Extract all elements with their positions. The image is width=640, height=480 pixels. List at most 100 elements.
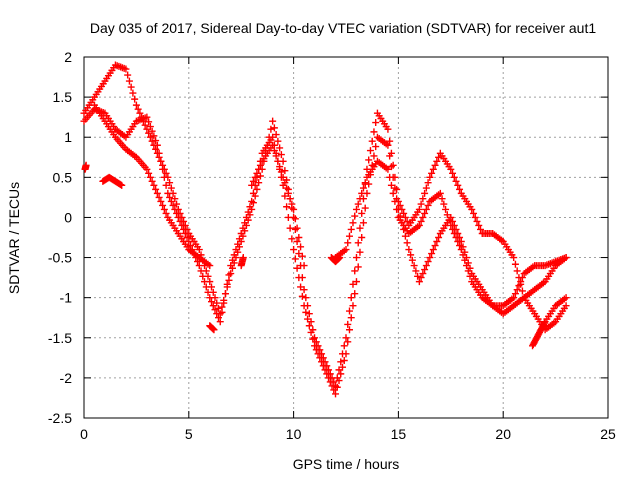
data-point-satellite-track-C	[359, 184, 367, 192]
data-point-satellite-track-B	[183, 234, 191, 241]
data-point-satellite-track-A	[454, 181, 462, 189]
data-point-satellite-track-C	[454, 238, 462, 246]
data-point-satellite-track-B	[386, 152, 394, 160]
data-point-satellite-track-A	[293, 238, 301, 246]
data-point-satellite-track-C	[253, 169, 261, 177]
y-tick-label: -2.5	[48, 410, 72, 426]
data-point-satellite-track-A	[403, 217, 411, 225]
y-tick-label: -2	[60, 370, 73, 386]
data-point-satellite-track-A	[227, 270, 235, 278]
data-point-satellite-track-B	[370, 152, 378, 160]
data-point-satellite-track-C	[415, 221, 423, 229]
data-point-satellite-track-A	[475, 221, 483, 229]
data-point-satellite-track-B	[339, 363, 347, 371]
data-point-satellite-track-A	[473, 217, 481, 225]
data-point-satellite-track-B	[356, 248, 364, 256]
data-point-satellite-track-C	[272, 152, 280, 160]
data-point-satellite-track-A	[253, 185, 261, 193]
data-point-satellite-track-C	[417, 217, 425, 225]
data-point-satellite-track-B	[435, 234, 443, 241]
data-point-satellite-track-B	[152, 137, 160, 145]
axis-ticks: 0 5 10 15 20 25 -2.5 -2 -1.5 -1 -0.5 0 0.5 1 1.5 2	[48, 49, 616, 442]
data-point-satellite-track-B	[150, 132, 158, 140]
data-point-satellite-track-C	[384, 165, 392, 173]
data-point-satellite-track-B	[143, 113, 151, 121]
data-point-satellite-track-C	[515, 282, 523, 290]
data-point-satellite-track-B	[372, 143, 380, 151]
data-point-satellite-track-C	[463, 262, 471, 270]
data-point-satellite-track-B	[304, 315, 312, 323]
data-point-satellite-track-A	[127, 83, 135, 91]
data-point-satellite-track-B	[167, 197, 175, 205]
data-point-satellite-track-A	[435, 153, 443, 161]
data-point-satellite-track-B	[160, 173, 168, 181]
data-point-satellite-track-B	[204, 288, 212, 296]
data-point-satellite-track-B	[312, 346, 320, 354]
data-point-satellite-track-A	[426, 173, 434, 181]
data-point-satellite-track-C	[422, 205, 430, 213]
data-point-satellite-track-A	[342, 334, 350, 342]
data-point-satellite-track-A	[195, 246, 203, 254]
data-point-satellite-track-C	[295, 234, 303, 241]
data-point-satellite-track-A	[291, 225, 299, 233]
data-point-satellite-track-B	[328, 382, 336, 390]
data-point-satellite-track-B	[426, 254, 434, 262]
data-point-satellite-track-A	[344, 320, 352, 328]
data-point-satellite-track-C	[511, 290, 519, 298]
data-point-satellite-track-B	[365, 180, 373, 188]
data-point-satellite-track-A	[152, 145, 160, 153]
data-point-satellite-track-A	[302, 294, 310, 302]
data-point-satellite-track-C	[143, 165, 151, 173]
data-point-satellite-track-C	[206, 262, 214, 270]
data-point-satellite-track-A	[471, 213, 479, 221]
data-point-satellite-track-B	[449, 217, 457, 225]
data-point-satellite-track-C	[562, 254, 570, 262]
data-point-satellite-track-A	[352, 254, 360, 262]
data-point-satellite-track-B	[351, 290, 359, 298]
data-point-satellite-track-C	[518, 274, 526, 282]
data-point-satellite-track-C	[443, 211, 451, 219]
data-point-satellite-track-B	[403, 239, 411, 247]
data-point-satellite-track-B	[335, 377, 343, 385]
y-tick-label: -0.5	[48, 250, 72, 266]
data-point-satellite-track-B	[332, 390, 340, 398]
plot-frame	[83, 56, 609, 419]
data-point-satellite-track-B	[415, 278, 423, 286]
data-point-satellite-track-C	[466, 272, 474, 280]
data-point-satellite-track-A	[340, 342, 348, 350]
data-point-satellite-track-A	[518, 287, 526, 295]
data-point-satellite-track-B	[424, 258, 432, 266]
data-point-satellite-track-C	[445, 216, 453, 224]
data-point-satellite-track-C	[284, 189, 292, 197]
data-point-satellite-track-C	[344, 239, 352, 247]
data-point-satellite-track-B	[197, 267, 205, 275]
data-point-satellite-track-B	[309, 335, 317, 343]
data-point-satellite-track-C	[461, 256, 469, 264]
data-point-satellite-track-B	[223, 280, 231, 288]
data-point-satellite-track-B	[337, 370, 345, 378]
y-axis-label: SDTVAR / TECUs	[6, 182, 22, 294]
x-tick-label: 25	[600, 426, 616, 442]
data-point-satellite-track-A	[162, 169, 170, 177]
data-point-satellite-track-C	[274, 157, 282, 165]
data-point-satellite-track-B	[297, 283, 305, 291]
data-point-satellite-track-A	[470, 209, 478, 217]
data-point-satellite-track-A	[129, 89, 137, 97]
data-point-satellite-track-B	[345, 326, 353, 334]
data-point-satellite-track-B	[145, 118, 153, 126]
data-point-satellite-track-B	[321, 366, 329, 374]
data-point-satellite-track-C	[449, 225, 457, 233]
data-point-satellite-track-C	[155, 193, 163, 201]
data-point-satellite-track-A	[276, 144, 284, 152]
data-point-satellite-track-A	[305, 310, 313, 318]
x-tick-label: 5	[185, 426, 193, 442]
data-point-satellite-track-B	[358, 234, 366, 241]
data-point-satellite-track-A	[173, 200, 181, 208]
chart-title: Day 035 of 2017, Sidereal Day-to-day VTE…	[90, 20, 597, 36]
data-point-satellite-track-B	[422, 262, 430, 270]
data-point-satellite-track-B	[290, 246, 298, 254]
data-point-satellite-track-B	[201, 278, 209, 286]
data-point-satellite-track-B	[562, 302, 570, 310]
data-point-satellite-track-B	[349, 302, 357, 310]
data-point-satellite-track-A	[131, 95, 139, 103]
